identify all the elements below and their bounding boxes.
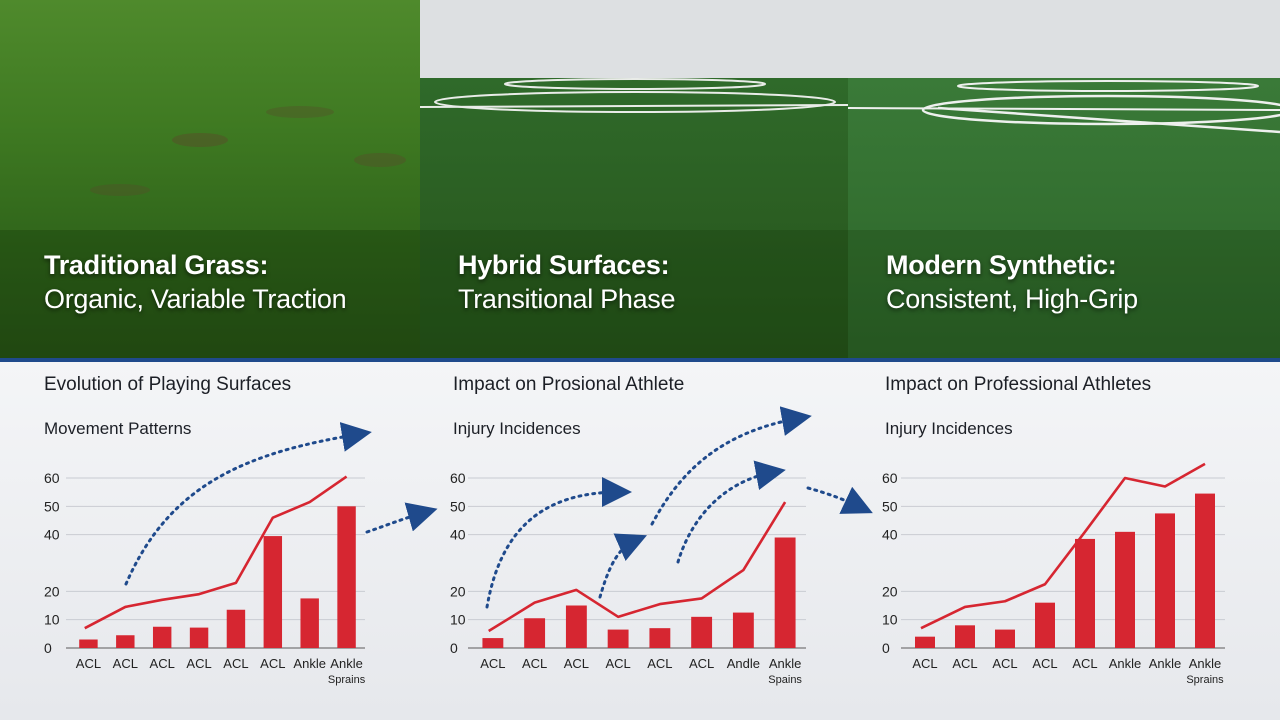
- x-tick-label: Ankle: [1109, 656, 1142, 671]
- x-tick-label: Ankle: [293, 656, 326, 671]
- caption-title: Hybrid Surfaces:: [458, 250, 670, 280]
- bar: [774, 537, 796, 648]
- bar: [152, 626, 172, 648]
- y-tick-label: 10: [450, 612, 466, 628]
- trend-line: [920, 462, 1206, 630]
- x-tick-label: Ankle: [769, 656, 802, 671]
- bar: [116, 635, 135, 648]
- x-tick-label: Andle: [727, 656, 760, 671]
- x-tick-label: ACL: [150, 656, 175, 671]
- modern-synthetic-caption: Modern Synthetic: Consistent, High-Grip: [886, 248, 1138, 316]
- chart-title: Impact on Professional Athletes: [885, 374, 1152, 395]
- trend-line: [488, 501, 787, 633]
- bar: [482, 638, 504, 648]
- bar: [1195, 493, 1215, 648]
- chart-subtitle: Injury Incidences: [885, 419, 1013, 438]
- bar: [226, 609, 246, 648]
- x-tick-label: ACL: [186, 656, 211, 671]
- bar: [337, 506, 356, 648]
- x-tick-label: ACL: [223, 656, 248, 671]
- caption-title: Traditional Grass:: [44, 250, 269, 280]
- chart-title: Impact on Prosional Athlete: [453, 374, 685, 395]
- x-tick-label: ACL: [260, 656, 285, 671]
- x-tick-label-line2: Sprains: [1186, 674, 1224, 686]
- y-tick-label: 20: [450, 583, 466, 599]
- y-tick-label: 40: [450, 527, 466, 543]
- bar: [565, 605, 587, 648]
- y-tick-label: 20: [882, 583, 898, 599]
- y-tick-label: 0: [882, 640, 890, 656]
- x-tick-label: Ankle: [1189, 656, 1222, 671]
- surface-photos: Traditional Grass: Organic, Variable Tra…: [0, 0, 1280, 358]
- bar: [732, 612, 754, 648]
- y-tick-label: 10: [44, 612, 60, 628]
- hybrid-surface-photo: Hybrid Surfaces: Transitional Phase: [420, 0, 848, 358]
- bar: [1075, 538, 1095, 648]
- x-tick-label: ACL: [605, 656, 630, 671]
- hybrid-surface-caption: Hybrid Surfaces: Transitional Phase: [458, 248, 676, 316]
- x-tick-label: ACL: [689, 656, 714, 671]
- y-tick-label: 50: [882, 498, 898, 514]
- chart-subtitle: Injury Incidences: [453, 419, 581, 438]
- y-tick-label: 60: [882, 470, 898, 486]
- bar: [524, 618, 546, 648]
- bar: [1115, 531, 1135, 648]
- y-tick-label: 50: [450, 498, 466, 514]
- charts-area: Evolution of Playing Surfaces Movement P…: [0, 362, 1280, 720]
- traditional-grass-photo: Traditional Grass: Organic, Variable Tra…: [0, 0, 420, 358]
- bar: [955, 625, 975, 648]
- y-tick-label: 10: [882, 612, 898, 628]
- bar: [79, 639, 98, 648]
- x-tick-label: ACL: [522, 656, 547, 671]
- y-tick-label: 40: [882, 527, 898, 543]
- traditional-grass-caption: Traditional Grass: Organic, Variable Tra…: [44, 248, 347, 316]
- x-tick-label: Ankle: [330, 656, 363, 671]
- x-tick-label: ACL: [992, 656, 1017, 671]
- caption-subtitle: Organic, Variable Traction: [44, 284, 347, 314]
- x-tick-label: Ankle: [1149, 656, 1182, 671]
- x-tick-label: ACL: [480, 656, 505, 671]
- x-tick-label: ACL: [76, 656, 101, 671]
- bar: [915, 636, 935, 648]
- y-tick-label: 40: [44, 527, 60, 543]
- bar: [1155, 513, 1175, 648]
- bar: [995, 629, 1015, 648]
- y-tick-label: 0: [450, 640, 458, 656]
- bar: [649, 628, 671, 648]
- x-tick-label: ACL: [647, 656, 672, 671]
- y-tick-label: 20: [44, 583, 60, 599]
- y-tick-label: 60: [44, 470, 60, 486]
- bar: [1035, 602, 1055, 648]
- x-tick-label: ACL: [1072, 656, 1097, 671]
- bar: [691, 616, 713, 648]
- modern-synthetic-photo: Modern Synthetic: Consistent, High-Grip: [848, 0, 1280, 358]
- x-tick-label-line2: Spains: [768, 674, 802, 686]
- x-tick-label: ACL: [912, 656, 937, 671]
- section-divider: [0, 358, 1280, 362]
- bar: [300, 598, 319, 648]
- y-tick-label: 0: [44, 640, 52, 656]
- chart-panel-2: Impact on Prosional Athlete Injury Incid…: [453, 362, 853, 720]
- y-tick-label: 50: [44, 498, 60, 514]
- x-tick-label: ACL: [1032, 656, 1057, 671]
- bar: [607, 629, 629, 648]
- y-tick-label: 60: [450, 470, 466, 486]
- x-tick-label: ACL: [952, 656, 977, 671]
- caption-title: Modern Synthetic:: [886, 250, 1117, 280]
- x-tick-label-line2: Sprains: [328, 674, 366, 686]
- chart-panel-3: Impact on Professional Athletes Injury I…: [885, 362, 1275, 720]
- caption-subtitle: Transitional Phase: [458, 284, 676, 314]
- caption-subtitle: Consistent, High-Grip: [886, 284, 1138, 314]
- x-tick-label: ACL: [564, 656, 589, 671]
- bar: [263, 536, 283, 648]
- x-tick-label: ACL: [113, 656, 138, 671]
- bar: [189, 627, 209, 648]
- chart-title: Evolution of Playing Surfaces: [44, 374, 292, 395]
